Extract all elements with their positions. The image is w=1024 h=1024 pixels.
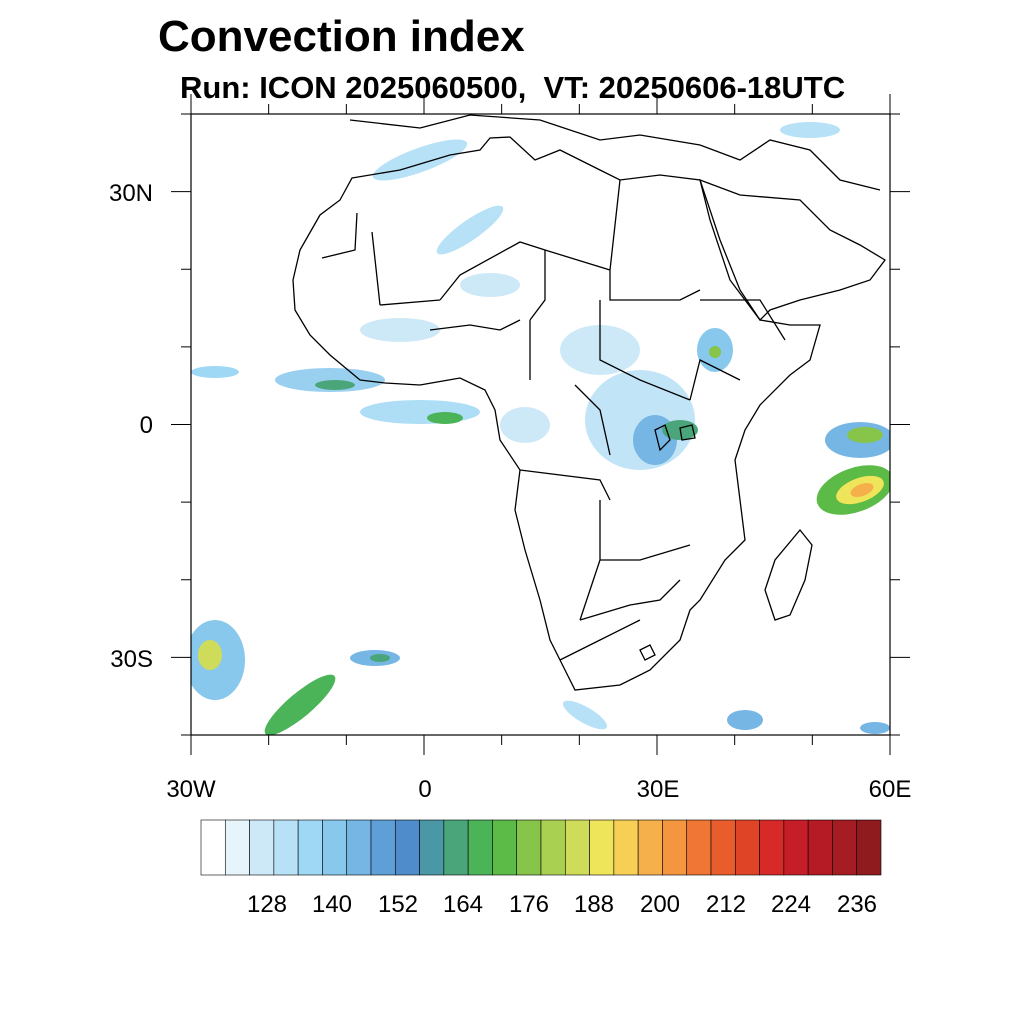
colorbar-label: 164 bbox=[443, 891, 483, 918]
x-tick-label: 30W bbox=[166, 776, 216, 803]
colorbar-swatch bbox=[613, 819, 639, 876]
arabia-outline bbox=[698, 178, 886, 322]
country-borders bbox=[321, 179, 786, 661]
colorbar-swatch bbox=[224, 819, 250, 876]
colorbar-label: 128 bbox=[247, 891, 287, 918]
colorbar-swatch bbox=[467, 819, 493, 876]
colorbar-label: 236 bbox=[837, 891, 877, 918]
colorbar-swatch bbox=[807, 819, 833, 876]
coastlines bbox=[292, 114, 886, 691]
madagascar-outline bbox=[764, 528, 813, 621]
axis-ticks bbox=[171, 94, 910, 755]
colorbar-swatch bbox=[443, 819, 469, 876]
colorbar-swatch bbox=[394, 819, 420, 876]
colorbar-swatch bbox=[540, 819, 566, 876]
convection-cell bbox=[315, 380, 355, 390]
north-coast bbox=[349, 114, 881, 191]
colorbar-swatch bbox=[297, 819, 323, 876]
convection-cell bbox=[860, 722, 890, 734]
convection-cell bbox=[427, 412, 463, 424]
y-tick-label: 0 bbox=[140, 412, 153, 439]
colorbar-swatch bbox=[589, 819, 615, 876]
convection-cell bbox=[460, 273, 520, 297]
colorbar-swatch bbox=[686, 819, 712, 876]
colorbar-label: 140 bbox=[312, 891, 352, 918]
convection-cell bbox=[562, 700, 608, 730]
colorbar-swatch bbox=[492, 819, 518, 876]
x-tick-label: 0 bbox=[418, 776, 431, 803]
x-tick-label: 30E bbox=[637, 776, 680, 803]
africa-outline bbox=[292, 136, 821, 691]
colorbar bbox=[200, 819, 882, 876]
x-tick-label: 60E bbox=[869, 776, 912, 803]
colorbar-label: 176 bbox=[509, 891, 549, 918]
y-tick-label: 30N bbox=[109, 180, 153, 207]
colorbar-label: 200 bbox=[640, 891, 680, 918]
convection-cell bbox=[709, 346, 721, 358]
colorbar-label: 212 bbox=[706, 891, 746, 918]
colorbar-swatch bbox=[322, 819, 348, 876]
colorbar-swatch bbox=[200, 819, 226, 876]
colorbar-swatch bbox=[370, 819, 396, 876]
convection-field bbox=[191, 122, 890, 735]
colorbar-swatch bbox=[249, 819, 275, 876]
colorbar-swatch bbox=[734, 819, 760, 876]
convection-cell bbox=[370, 654, 390, 662]
colorbar-swatch bbox=[783, 819, 809, 876]
colorbar-label: 224 bbox=[771, 891, 811, 918]
convection-cell bbox=[780, 122, 840, 138]
colorbar-labels: 128 140 152 164 176 188 200 212 224 236 bbox=[247, 891, 877, 918]
convection-cell bbox=[500, 407, 550, 443]
colorbar-label: 152 bbox=[378, 891, 418, 918]
colorbar-swatch bbox=[273, 819, 299, 876]
page-title: Convection index bbox=[158, 12, 525, 61]
colorbar-swatch bbox=[516, 819, 542, 876]
lesotho-outline bbox=[639, 644, 656, 661]
colorbar-swatch bbox=[564, 819, 590, 876]
y-tick-label: 30S bbox=[110, 646, 153, 673]
convection-cell bbox=[275, 368, 385, 392]
page-subtitle: Run: ICON 2025060500, VT: 20250606-18UTC bbox=[180, 70, 846, 105]
lake-outline bbox=[654, 424, 696, 452]
convection-cell bbox=[191, 366, 239, 378]
colorbar-swatch bbox=[710, 819, 736, 876]
colorbar-swatch bbox=[419, 819, 445, 876]
colorbar-swatch bbox=[662, 819, 688, 876]
convection-cell bbox=[847, 427, 883, 443]
convection-cell bbox=[850, 483, 874, 497]
convection-cell bbox=[360, 400, 480, 424]
colorbar-swatch bbox=[346, 819, 372, 876]
convection-cell bbox=[372, 139, 468, 181]
convection-cell bbox=[436, 205, 504, 255]
convection-cell bbox=[198, 640, 222, 670]
colorbar-swatch bbox=[832, 819, 858, 876]
convection-cell bbox=[264, 674, 336, 735]
convection-cell bbox=[360, 318, 440, 342]
colorbar-swatch bbox=[759, 819, 785, 876]
colorbar-swatch bbox=[637, 819, 663, 876]
convection-cell bbox=[727, 710, 763, 730]
colorbar-swatch bbox=[856, 819, 882, 876]
colorbar-label: 188 bbox=[574, 891, 614, 918]
